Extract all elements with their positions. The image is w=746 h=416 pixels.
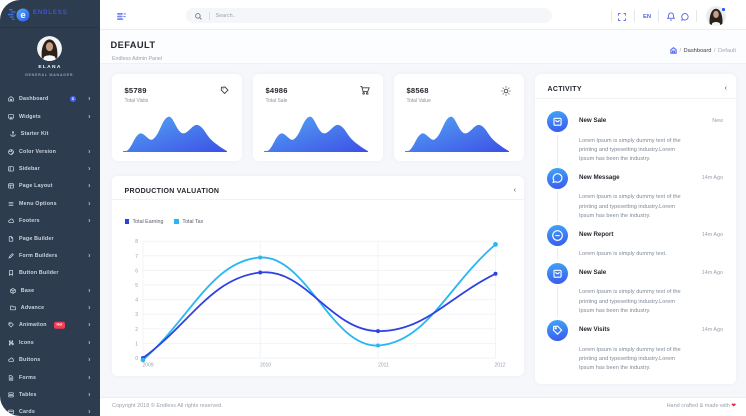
- svg-text:2009: 2009: [142, 363, 153, 369]
- svg-text:1: 1: [135, 341, 138, 347]
- svg-text:2011: 2011: [378, 363, 389, 369]
- svg-text:2010: 2010: [260, 363, 271, 369]
- svg-text:3: 3: [135, 312, 138, 318]
- svg-text:2012: 2012: [494, 363, 505, 369]
- svg-text:e: e: [20, 10, 25, 21]
- svg-text:4: 4: [135, 298, 138, 304]
- svg-text:0: 0: [135, 356, 138, 362]
- svg-text:6: 6: [135, 268, 138, 274]
- svg-text:5: 5: [135, 283, 138, 289]
- svg-text:2: 2: [135, 327, 138, 333]
- svg-text:7: 7: [135, 254, 138, 260]
- svg-text:8: 8: [135, 239, 138, 245]
